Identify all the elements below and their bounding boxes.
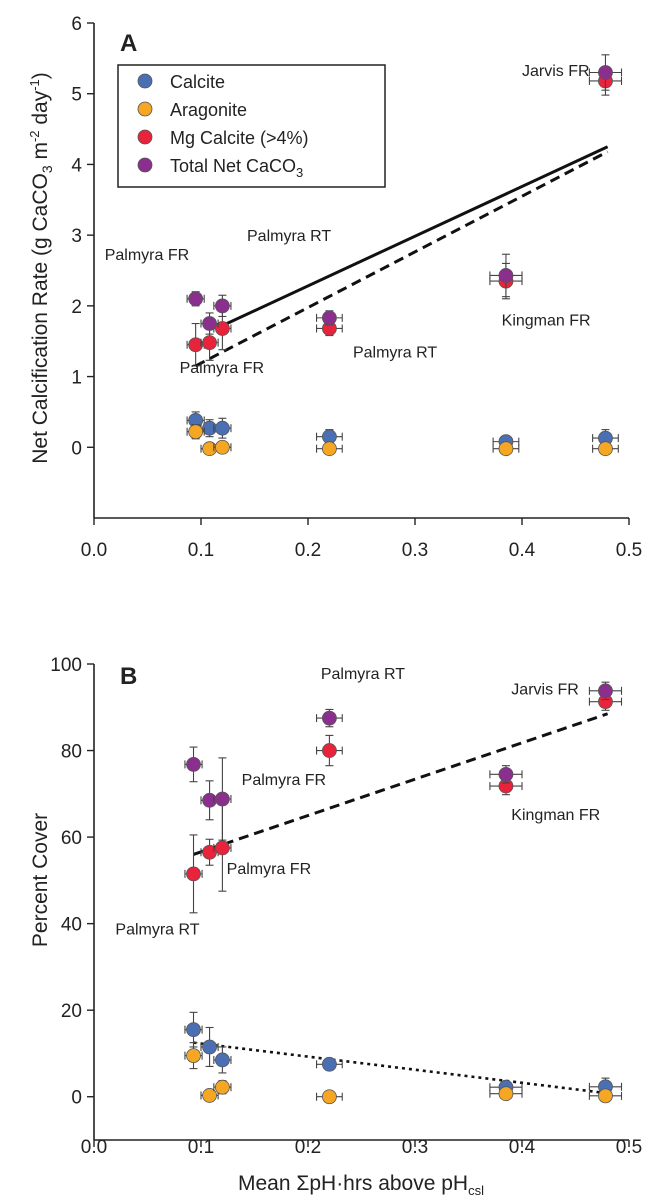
data-point-total [202, 792, 217, 808]
site-annotation: Palmyra RT [353, 344, 437, 361]
data-point-total [186, 756, 201, 772]
legend-label-mg-calcite: Mg Calcite (>4%) [170, 128, 309, 148]
data-point-aragonite [321, 1089, 337, 1105]
site-annotation: Kingman FR [502, 313, 591, 330]
legend-label-total: Total Net CaCO3 [170, 156, 303, 180]
data-point-mg-calcite [214, 321, 230, 336]
data-point-aragonite [188, 424, 204, 440]
data-point-total [188, 291, 204, 307]
site-annotation: Palmyra RT [115, 921, 199, 938]
panel-b-x-axis-label: Mean ΣpH·hrs above pHcsl [238, 1172, 484, 1198]
legend-marker-calcite [137, 73, 153, 89]
y-tick-label: 2 [71, 297, 82, 318]
fit-line-dashed [193, 712, 609, 856]
data-point-aragonite [214, 439, 230, 455]
site-annotation: Palmyra RT [321, 666, 405, 683]
fit-line-dotted [193, 1041, 608, 1095]
data-point-calcite [186, 1022, 201, 1038]
x-tick-label: 0.5 [616, 540, 642, 561]
y-tick-label: 4 [71, 155, 82, 176]
x-tick-label: 0.2 [295, 540, 321, 561]
x-tick-label: 0.3 [402, 1137, 428, 1158]
data-point-aragonite [186, 1048, 201, 1064]
data-point-total [214, 791, 230, 807]
y-tick-label: 100 [50, 655, 82, 676]
data-point-total [498, 268, 514, 283]
x-tick-label: 0.4 [509, 1137, 536, 1158]
x-tick-label: 0.1 [188, 540, 214, 561]
legend-label-aragonite: Aragonite [170, 100, 247, 120]
y-tick-label: 3 [71, 226, 82, 247]
data-point-calcite [202, 1039, 217, 1055]
x-tick-label: 0.1 [188, 1137, 214, 1158]
data-point-aragonite [598, 1088, 613, 1104]
fit-line-solid [221, 145, 609, 328]
data-point-aragonite [202, 441, 217, 457]
data-point-calcite [214, 420, 230, 436]
site-annotation: Kingman FR [511, 807, 600, 824]
y-tick-label: 6 [71, 14, 82, 35]
data-point-mg-calcite [321, 743, 337, 758]
x-tick-label: 0.4 [509, 540, 536, 561]
data-point-aragonite [498, 1086, 514, 1102]
data-point-aragonite [202, 1088, 217, 1103]
site-annotation: Palmyra FR [227, 861, 311, 878]
data-point-aragonite [214, 1079, 230, 1095]
x-tick-label: 0.0 [81, 540, 107, 561]
x-tick-label: 0.0 [81, 1137, 107, 1158]
data-point-calcite [321, 1056, 337, 1072]
data-point-total [598, 683, 613, 699]
fit-line-dashed [194, 150, 609, 368]
legend-marker-total [137, 157, 153, 173]
y-tick-label: 60 [61, 828, 82, 849]
site-annotation: Palmyra FR [105, 247, 189, 264]
legend-marker-mg-calcite [137, 129, 153, 145]
legend: Calcite Aragonite Mg Calcite (>4%) Total… [117, 64, 386, 188]
x-tick-label: 0.2 [295, 1137, 321, 1158]
legend-label-calcite: Calcite [170, 72, 225, 92]
data-point-mg-calcite [202, 844, 217, 860]
y-tick-label: 0 [71, 1088, 82, 1109]
legend-marker-aragonite [137, 101, 153, 117]
site-annotation: Palmyra FR [180, 360, 264, 377]
y-tick-label: 5 [71, 85, 82, 106]
data-point-mg-calcite [202, 335, 217, 351]
data-point-aragonite [498, 441, 514, 457]
site-annotation: Jarvis FR [522, 63, 590, 80]
site-annotation: Palmyra FR [242, 772, 326, 789]
data-point-aragonite [598, 441, 613, 457]
data-point-mg-calcite [186, 866, 201, 882]
panel-a-y-axis-label: Net Calcification Rate (g CaCO3 m-2 day-… [27, 72, 55, 464]
panel-b-letter: B [120, 663, 137, 690]
y-tick-label: 20 [61, 1001, 82, 1022]
panel-a-letter: A [120, 30, 137, 57]
data-point-calcite [214, 1052, 230, 1068]
data-point-total [598, 65, 613, 80]
x-tick-label: 0.5 [616, 1137, 642, 1158]
y-tick-label: 1 [71, 368, 82, 389]
y-tick-label: 80 [61, 742, 82, 763]
x-tick-label: 0.3 [402, 540, 428, 561]
panel-b: B Percent Cover Mean ΣpH·hrs above pHcsl… [29, 655, 642, 1198]
legend-box [117, 64, 386, 188]
data-point-aragonite [321, 441, 337, 457]
data-point-total [498, 766, 514, 782]
y-tick-label: 0 [71, 438, 82, 459]
data-point-mg-calcite [214, 840, 230, 856]
panel-a: A Net Calcification Rate (g CaCO3 m-2 da… [27, 14, 642, 561]
data-point-total [214, 298, 230, 314]
site-annotation: Palmyra RT [247, 228, 331, 245]
data-point-total [321, 710, 337, 726]
y-tick-label: 40 [61, 915, 82, 936]
panel-b-y-axis-label: Percent Cover [29, 813, 52, 947]
data-point-total [202, 316, 217, 331]
data-point-total [321, 310, 337, 326]
site-annotation: Jarvis FR [511, 681, 579, 698]
